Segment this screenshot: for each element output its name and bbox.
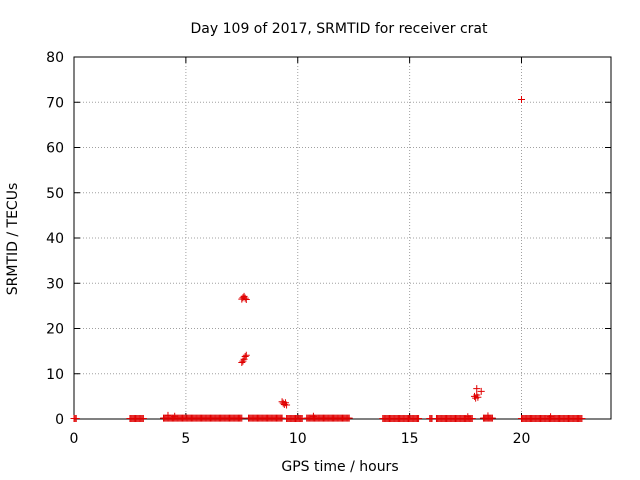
- y-tick-label: 10: [46, 367, 64, 383]
- data-point: [164, 411, 172, 419]
- data-point: [283, 401, 291, 409]
- y-tick-label: 60: [46, 141, 64, 157]
- data-point: [468, 415, 476, 423]
- data-point: [139, 415, 147, 423]
- data-point: [238, 414, 246, 422]
- data-point: [464, 413, 472, 421]
- y-tick-label: 50: [46, 186, 64, 202]
- data-point: [309, 412, 317, 420]
- y-tick-label: 40: [46, 231, 64, 247]
- data-point: [518, 96, 525, 104]
- data-point: [415, 415, 423, 423]
- x-tick-label: 0: [70, 431, 79, 447]
- data-point: [484, 412, 492, 420]
- x-tick-label: 15: [401, 431, 419, 447]
- data-point: [241, 353, 249, 361]
- x-tick-label: 10: [289, 431, 307, 447]
- y-tick-label: 0: [55, 412, 64, 428]
- y-tick-label: 20: [46, 322, 64, 338]
- grid-lines: [74, 57, 611, 419]
- y-tick-label: 70: [46, 95, 64, 111]
- y-axis: 0 10 20 30 40 50 60 70 80: [46, 50, 611, 428]
- y-tick-label: 30: [46, 276, 64, 292]
- data-point: [547, 413, 555, 421]
- y-tick-label: 80: [46, 50, 64, 66]
- y-axis-label: SRMTID / TECUs: [5, 183, 21, 296]
- x-axis-label: GPS time / hours: [281, 459, 398, 475]
- x-axis: 0 5 10 15 20: [70, 57, 531, 447]
- data-point: [477, 387, 485, 395]
- data-point: [72, 415, 80, 423]
- data-point: [474, 393, 482, 401]
- data-point: [241, 294, 249, 302]
- data-point: [345, 414, 353, 422]
- data-point: [239, 357, 247, 365]
- data-point: [488, 414, 496, 422]
- data-point: [473, 385, 481, 393]
- data-point: [242, 351, 250, 359]
- chart-title: Day 109 of 2017, SRMTID for receiver cra…: [191, 21, 488, 37]
- data-point: [171, 412, 179, 420]
- data-points: [70, 96, 586, 423]
- x-tick-label: 5: [181, 431, 190, 447]
- data-point: [242, 296, 250, 304]
- data-point: [578, 415, 586, 423]
- x-tick-label: 20: [513, 431, 531, 447]
